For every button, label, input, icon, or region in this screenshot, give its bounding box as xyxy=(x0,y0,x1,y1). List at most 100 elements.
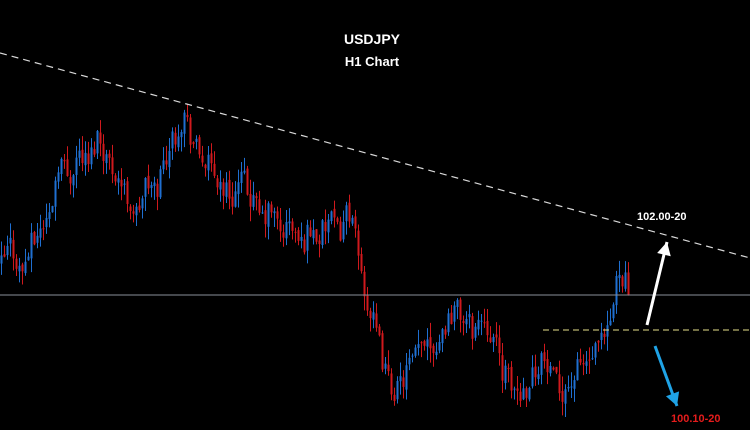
candle-body xyxy=(198,137,201,155)
candle-body xyxy=(417,344,420,348)
candle-body xyxy=(174,132,177,145)
candle-body xyxy=(69,177,72,184)
candle-body xyxy=(216,178,219,188)
candle-body xyxy=(66,159,69,176)
candle-body xyxy=(570,386,573,388)
candle-body xyxy=(495,334,498,338)
candle-body xyxy=(366,295,369,311)
candle-body xyxy=(204,164,207,169)
candle-body xyxy=(480,320,483,322)
candle-body xyxy=(213,163,216,176)
candle-body xyxy=(90,147,93,165)
candle-body xyxy=(351,217,354,224)
candle-body xyxy=(546,359,549,373)
candle-body xyxy=(48,212,51,219)
candle-body xyxy=(477,319,480,330)
candle-body xyxy=(447,313,450,333)
candle-body xyxy=(168,150,171,168)
candle-body xyxy=(336,218,339,222)
candle-body xyxy=(399,376,402,382)
candle-body xyxy=(270,204,273,213)
candle-body xyxy=(264,210,267,225)
chart-subtitle: H1 Chart xyxy=(345,54,400,69)
candle-body xyxy=(63,160,66,162)
candle-body xyxy=(609,320,612,326)
candle-body xyxy=(285,222,288,239)
candle-body xyxy=(498,337,501,354)
candle-body xyxy=(201,155,204,163)
candle-body xyxy=(372,312,375,320)
candle-body xyxy=(240,171,243,184)
candle-body xyxy=(384,363,387,369)
candle-body xyxy=(627,272,630,295)
candle-body xyxy=(489,337,492,343)
candle-body xyxy=(78,150,81,158)
candle-body xyxy=(300,236,303,241)
candle-body xyxy=(522,388,525,400)
candle-body xyxy=(57,172,60,182)
candle-body xyxy=(354,216,357,229)
candle-body xyxy=(435,351,438,356)
candle-body xyxy=(567,386,570,389)
candle-body xyxy=(402,377,405,387)
candle-body xyxy=(231,196,234,207)
candle-body xyxy=(621,276,624,287)
candle-body xyxy=(528,387,531,400)
candle-body xyxy=(549,365,552,374)
candle-body xyxy=(279,219,282,232)
candle-body xyxy=(294,231,297,233)
candle-body xyxy=(99,132,102,144)
candle-body xyxy=(501,355,504,381)
candle-body xyxy=(141,198,144,209)
candle-body xyxy=(591,358,594,360)
candle-body xyxy=(330,211,333,222)
candle-body xyxy=(87,153,90,165)
candle-body xyxy=(21,264,24,272)
candle-body xyxy=(9,237,12,244)
candle-body xyxy=(225,182,228,197)
candle-body xyxy=(165,160,168,165)
candle-body xyxy=(15,258,18,269)
candle-body xyxy=(30,232,33,259)
candle-body xyxy=(114,175,117,182)
candle-body xyxy=(426,339,429,347)
candle-body xyxy=(207,154,210,171)
candle-body xyxy=(276,211,279,219)
candle-body xyxy=(84,152,87,166)
candle-body xyxy=(120,179,123,187)
candle-body xyxy=(573,380,576,389)
candle-body xyxy=(342,221,345,240)
candle-body xyxy=(618,274,621,279)
candle-body xyxy=(246,168,249,195)
candle-body xyxy=(552,367,555,370)
candle-body xyxy=(93,149,96,155)
candle-body xyxy=(282,232,285,238)
candle-body xyxy=(363,271,366,297)
candle-body xyxy=(561,390,564,402)
up-arrow-shaft xyxy=(645,241,669,326)
candle-body xyxy=(405,365,408,390)
candle-body xyxy=(306,224,309,251)
candle-body xyxy=(471,316,474,339)
candle-body xyxy=(474,326,477,338)
candles-group xyxy=(0,104,630,417)
candle-body xyxy=(519,391,522,401)
candle-body xyxy=(576,359,579,381)
candle-body xyxy=(540,353,543,375)
candle-body xyxy=(186,114,189,118)
candle-body xyxy=(117,178,120,183)
candle-body xyxy=(33,231,36,245)
candle-body xyxy=(357,230,360,256)
candle-body xyxy=(408,357,411,365)
candle-body xyxy=(615,276,618,306)
candle-body xyxy=(36,235,39,243)
candle-body xyxy=(438,341,441,351)
candle-body xyxy=(504,365,507,384)
candle-body xyxy=(12,239,15,259)
candle-body xyxy=(369,310,372,319)
candle-body xyxy=(543,352,546,362)
candle-body xyxy=(210,153,213,164)
candle-body xyxy=(6,245,9,256)
candle-body xyxy=(432,345,435,354)
